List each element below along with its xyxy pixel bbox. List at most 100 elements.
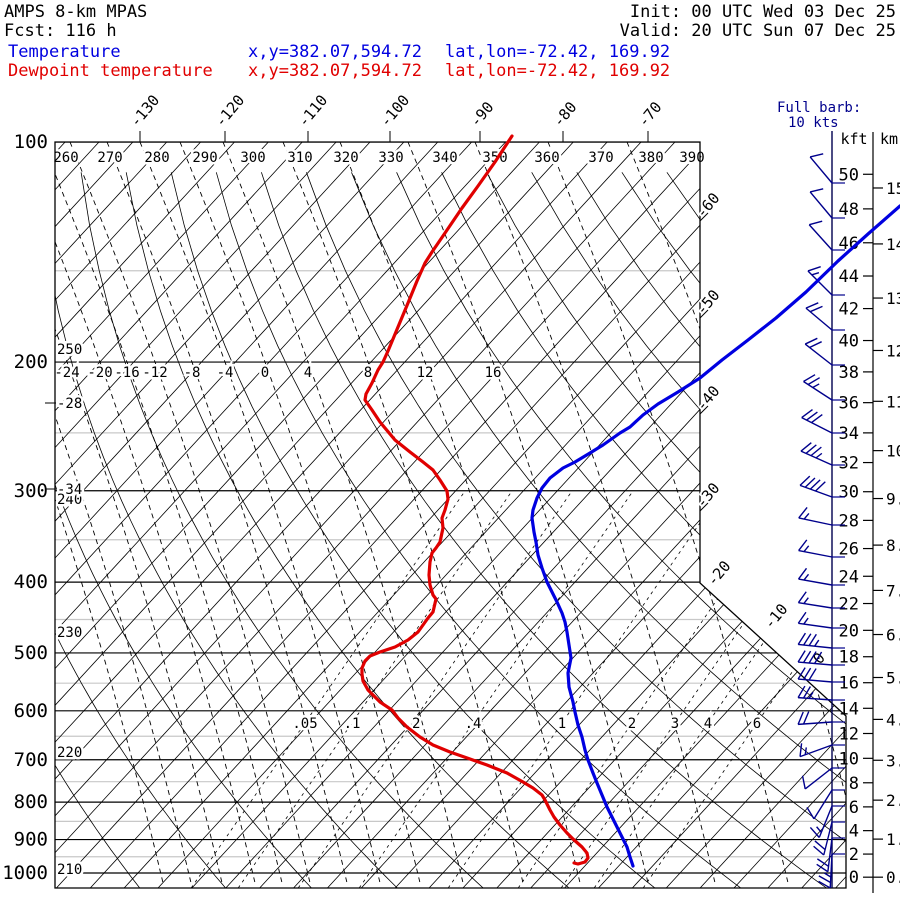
chart-label: -110 <box>294 91 331 130</box>
kft-axis-header: kft <box>840 130 867 148</box>
chart-label: .1 <box>344 716 361 732</box>
chart-label: 2 <box>849 845 859 865</box>
chart-label: 320 <box>333 150 358 166</box>
chart-label: 8. <box>886 536 900 555</box>
wind-barb <box>797 632 833 649</box>
wind-barb <box>807 266 833 296</box>
chart-label: 12 <box>417 365 434 381</box>
wind-barb <box>801 409 833 434</box>
wind-barb <box>797 611 833 629</box>
chart-label: 390 <box>679 150 704 166</box>
init-time: Init: 00 UTC Wed 03 Dec 25 <box>630 2 896 22</box>
full-barb-note-line1: Full barb: <box>777 100 861 116</box>
wind-barb <box>803 374 833 401</box>
chart-label: 280 <box>144 150 169 166</box>
chart-label: -24 <box>54 365 79 381</box>
chart-label: 6 <box>849 798 859 818</box>
chart-label: -34 <box>57 482 82 498</box>
wind-barb <box>809 188 833 219</box>
wind-barb <box>818 853 833 889</box>
chart-label: 24 <box>839 567 859 587</box>
chart-label: 16 <box>839 674 859 694</box>
legend-dewpoint-label: Dewpoint temperature <box>8 61 213 81</box>
chart-label: 330 <box>378 150 403 166</box>
chart-label: 3 <box>671 716 679 732</box>
chart-label: 270 <box>97 150 122 166</box>
chart-label: 0. <box>886 868 900 887</box>
chart-label: 26 <box>839 540 859 560</box>
chart-label: -8 <box>184 365 201 381</box>
chart-label: 0 <box>261 365 269 381</box>
chart-label: 8 <box>849 774 859 794</box>
chart-label: -10 <box>760 600 791 632</box>
legend-temperature-label: Temperature <box>8 42 121 62</box>
chart-label: -50 <box>692 286 723 318</box>
wind-barb <box>813 821 833 856</box>
wind-barb <box>797 711 833 726</box>
chart-label: -12 <box>142 365 167 381</box>
chart-label: 250 <box>57 342 82 358</box>
chart-label: 100 <box>14 131 48 153</box>
chart-label: -30 <box>692 479 723 511</box>
chart-label: 7. <box>886 581 900 600</box>
chart-label: 0 <box>849 868 859 888</box>
chart-label: 4 <box>849 822 859 842</box>
chart-label: -90 <box>466 98 497 130</box>
chart-label: 380 <box>638 150 663 166</box>
legend-temperature-latlon: lat,lon=-72.42, 169.92 <box>445 42 670 62</box>
valid-time: Valid: 20 UTC Sun 07 Dec 25 <box>620 21 896 41</box>
wind-barb <box>797 667 833 683</box>
chart-label: -40 <box>692 382 723 414</box>
chart-label: 20 <box>839 621 859 641</box>
model-title: AMPS 8-km MPAS <box>4 2 147 22</box>
chart-label: 260 <box>53 150 78 166</box>
chart-label: 600 <box>14 700 48 722</box>
chart-label: 360 <box>534 150 559 166</box>
wind-barb <box>798 539 833 558</box>
chart-label: -4 <box>217 365 234 381</box>
chart-label: -70 <box>634 98 665 130</box>
chart-label: -16 <box>114 365 139 381</box>
wind-barb <box>797 567 833 586</box>
chart-label: 40 <box>839 332 859 352</box>
wind-barb <box>798 507 833 526</box>
temperature-curve <box>530 204 900 868</box>
chart-label: 1 <box>558 716 566 732</box>
chart-label: 36 <box>839 394 859 414</box>
chart-label: -120 <box>211 91 248 130</box>
chart-label: 400 <box>14 571 48 593</box>
chart-label: 300 <box>14 480 48 502</box>
chart-label: 50 <box>839 165 859 185</box>
chart-label: 34 <box>839 424 859 444</box>
wind-barb <box>799 475 833 498</box>
chart-label: 4 <box>704 716 712 732</box>
chart-label: 12. <box>886 341 900 360</box>
chart-label: 370 <box>588 150 613 166</box>
grid-layer <box>55 142 846 888</box>
chart-label: 5. <box>886 668 900 687</box>
chart-label: 16 <box>485 365 502 381</box>
wind-barb <box>800 442 833 466</box>
chart-label: 4. <box>886 710 900 729</box>
wind-barb <box>797 591 833 609</box>
chart-label: .05 <box>292 716 317 732</box>
chart-label: 240 <box>57 492 82 508</box>
chart-label: -130 <box>126 91 163 130</box>
chart-label: 14. <box>886 235 900 254</box>
chart-label: 10. <box>886 442 900 461</box>
wind-barb <box>806 789 833 820</box>
chart-label: .4 <box>465 716 482 732</box>
chart-label: 14 <box>839 699 859 719</box>
chart-label: 800 <box>14 791 48 813</box>
chart-label: -20 <box>703 557 734 589</box>
chart-label: 8 <box>364 365 372 381</box>
chart-label: 32 <box>839 454 859 474</box>
km-axis-header: km <box>880 130 898 148</box>
wind-barb <box>799 743 833 758</box>
chart-label: 11. <box>886 392 900 411</box>
chart-label: 1. <box>886 830 900 849</box>
chart-label: 48 <box>839 200 859 220</box>
chart-label: 700 <box>14 749 48 771</box>
chart-label: -100 <box>376 91 413 130</box>
